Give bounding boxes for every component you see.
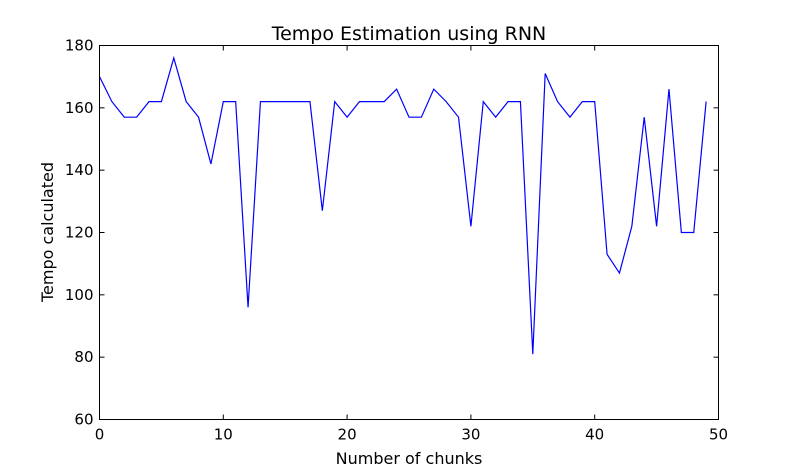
y-tick-label: 100 xyxy=(65,286,94,304)
y-tick-label: 60 xyxy=(74,411,93,429)
x-axis-label: Number of chunks xyxy=(336,449,483,466)
y-tick-label: 140 xyxy=(65,161,94,179)
y-axis-label: Tempo calculated xyxy=(38,162,57,303)
ticks-layer xyxy=(99,45,719,420)
x-tick-label: 40 xyxy=(585,426,604,444)
plot-frame xyxy=(99,45,719,420)
y-tick-label: 80 xyxy=(74,348,93,366)
y-tick-label: 180 xyxy=(65,37,94,55)
y-tick-label: 120 xyxy=(65,224,94,242)
x-tick-label: 10 xyxy=(214,426,233,444)
x-tick-label: 30 xyxy=(461,426,480,444)
series-line xyxy=(98,55,707,355)
x-tick-label: 0 xyxy=(95,426,105,444)
chart-title: Tempo Estimation using RNN xyxy=(271,23,547,45)
x-tick-label: 20 xyxy=(338,426,357,444)
y-tick-label: 160 xyxy=(65,99,94,117)
x-tick-label: 50 xyxy=(709,426,728,444)
tick-labels: 0 10 20 30 40 50 60 80 100 120 140 160 180 xyxy=(65,37,728,444)
